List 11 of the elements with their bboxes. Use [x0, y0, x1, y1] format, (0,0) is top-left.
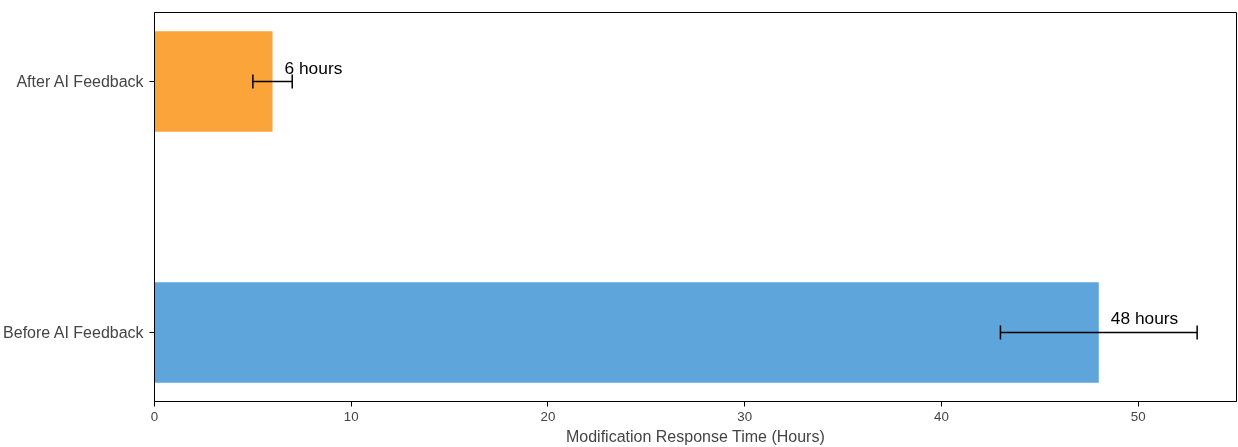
data-label: 48 hours — [1110, 308, 1179, 329]
x-tick-label: 30 — [737, 408, 753, 424]
x-tick-label: 50 — [1130, 408, 1146, 424]
x-axis-title: Modification Response Time (Hours) — [565, 427, 825, 445]
x-tick-label: 40 — [934, 408, 949, 424]
y-tick-label: Before AI Feedback — [3, 323, 145, 341]
y-tick-label: After AI Feedback — [16, 73, 145, 91]
x-tick-label: 20 — [540, 408, 556, 424]
data-label: 6 hours — [284, 57, 343, 78]
x-tick-label: 0 — [150, 408, 159, 424]
x-tick-label: 10 — [343, 408, 359, 424]
